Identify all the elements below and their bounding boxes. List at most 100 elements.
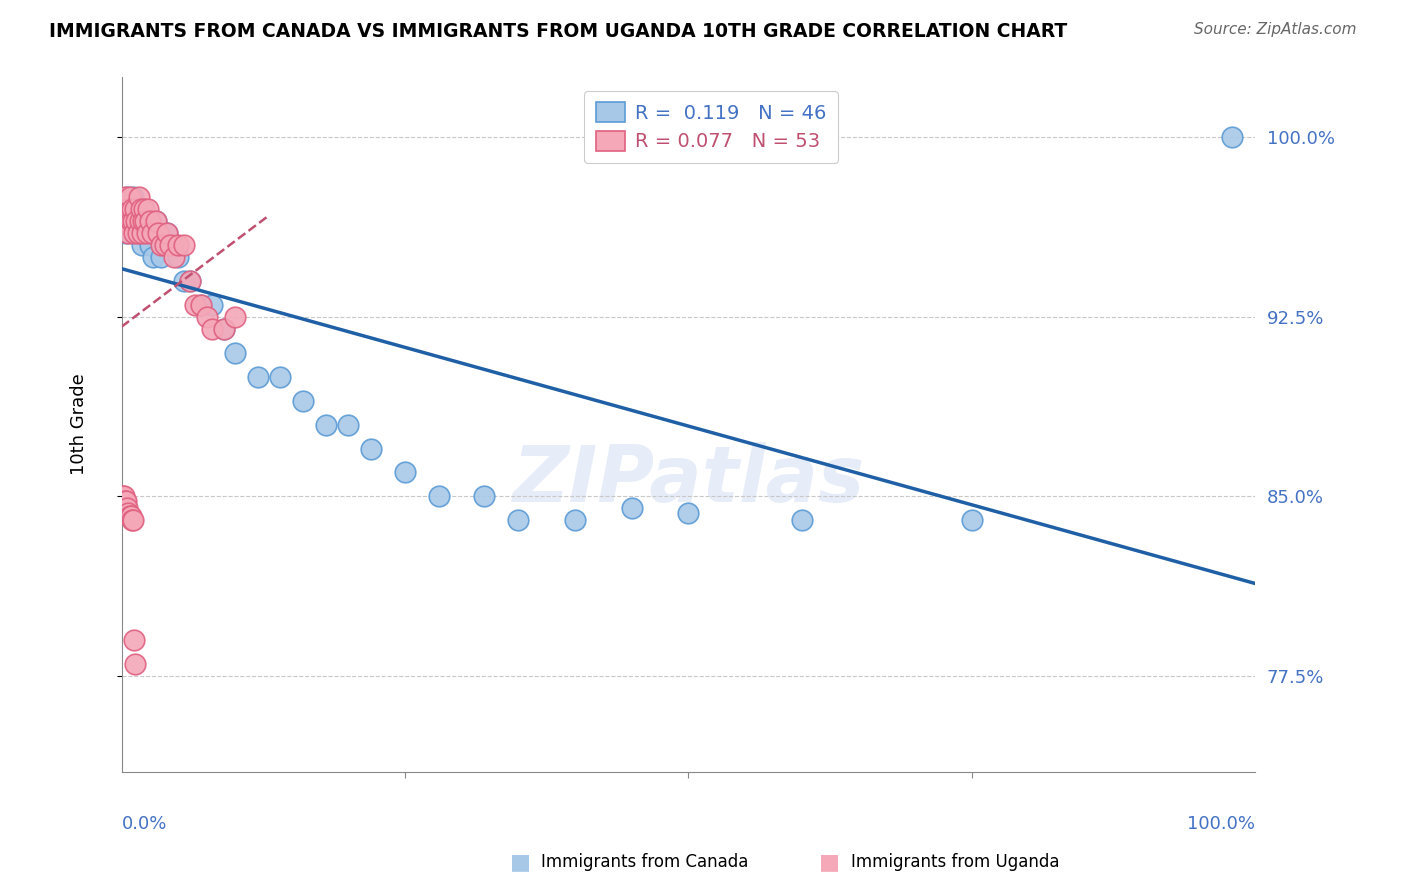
Point [135, 226, 157, 240]
Point [156, 226, 179, 240]
Text: ■: ■ [510, 853, 530, 872]
Point [121, 202, 143, 216]
Point [111, 202, 134, 216]
Text: Immigrants from Canada: Immigrants from Canada [541, 853, 748, 871]
Point [118, 508, 141, 523]
Text: 0.0%: 0.0% [122, 815, 167, 833]
Point [127, 226, 149, 240]
Point [179, 274, 201, 288]
Point [153, 238, 176, 252]
Point [156, 226, 179, 240]
Point [269, 369, 291, 384]
Point [122, 226, 145, 240]
Point [427, 490, 450, 504]
Point [564, 513, 586, 527]
Point [472, 490, 495, 504]
Point [212, 322, 235, 336]
Point [620, 501, 643, 516]
Point [118, 202, 141, 216]
Text: ■: ■ [820, 853, 839, 872]
Point [173, 274, 195, 288]
Point [117, 190, 139, 204]
Point [112, 214, 135, 228]
Point [1220, 130, 1243, 145]
Point [117, 501, 139, 516]
Point [142, 250, 165, 264]
Point [120, 214, 142, 228]
Point [120, 214, 142, 228]
Point [125, 202, 148, 216]
Point [139, 238, 162, 252]
Point [122, 190, 145, 204]
Point [145, 214, 167, 228]
Point [134, 226, 156, 240]
Point [508, 513, 530, 527]
Point [678, 506, 700, 520]
Point [120, 508, 142, 523]
Point [118, 190, 141, 204]
Point [135, 226, 157, 240]
Point [114, 494, 136, 508]
Point [128, 214, 150, 228]
Point [201, 322, 224, 336]
Point [150, 238, 173, 252]
Point [121, 226, 143, 240]
Text: 100.0%: 100.0% [1187, 815, 1256, 833]
Point [195, 310, 218, 324]
Point [115, 226, 138, 240]
Text: Source: ZipAtlas.com: Source: ZipAtlas.com [1194, 22, 1357, 37]
Text: IMMIGRANTS FROM CANADA VS IMMIGRANTS FROM UGANDA 10TH GRADE CORRELATION CHART: IMMIGRANTS FROM CANADA VS IMMIGRANTS FRO… [49, 22, 1067, 41]
Point [132, 214, 155, 228]
Point [167, 238, 190, 252]
Point [190, 298, 212, 312]
Point [167, 250, 190, 264]
Point [117, 214, 139, 228]
Point [128, 214, 150, 228]
Point [121, 513, 143, 527]
Point [145, 214, 167, 228]
Point [131, 226, 153, 240]
Point [115, 494, 138, 508]
Text: 10th Grade: 10th Grade [69, 374, 87, 475]
Point [117, 506, 139, 520]
Point [173, 238, 195, 252]
Point [162, 238, 184, 252]
Point [117, 226, 139, 240]
Point [394, 466, 416, 480]
Point [125, 214, 148, 228]
Point [246, 369, 269, 384]
Point [124, 202, 146, 216]
Point [124, 657, 146, 671]
Point [291, 393, 314, 408]
Point [115, 214, 138, 228]
Legend: R =  0.119   N = 46, R = 0.077   N = 53: R = 0.119 N = 46, R = 0.077 N = 53 [583, 91, 838, 163]
Point [337, 417, 360, 432]
Point [201, 298, 224, 312]
Point [159, 238, 181, 252]
Point [122, 214, 145, 228]
Point [184, 298, 207, 312]
Point [141, 226, 163, 240]
Point [790, 513, 813, 527]
Point [131, 238, 153, 252]
Point [134, 202, 156, 216]
Point [128, 226, 150, 240]
Point [146, 226, 169, 240]
Point [360, 442, 382, 456]
Point [190, 298, 212, 312]
Point [139, 214, 162, 228]
Point [163, 250, 186, 264]
Point [122, 513, 145, 527]
Point [224, 345, 246, 359]
Point [122, 633, 145, 648]
Point [112, 490, 135, 504]
Point [150, 250, 173, 264]
Point [960, 513, 983, 527]
Point [124, 226, 146, 240]
Point [112, 202, 135, 216]
Point [114, 190, 136, 204]
Point [224, 310, 246, 324]
Point [128, 190, 150, 204]
Point [136, 202, 159, 216]
Point [129, 202, 152, 216]
